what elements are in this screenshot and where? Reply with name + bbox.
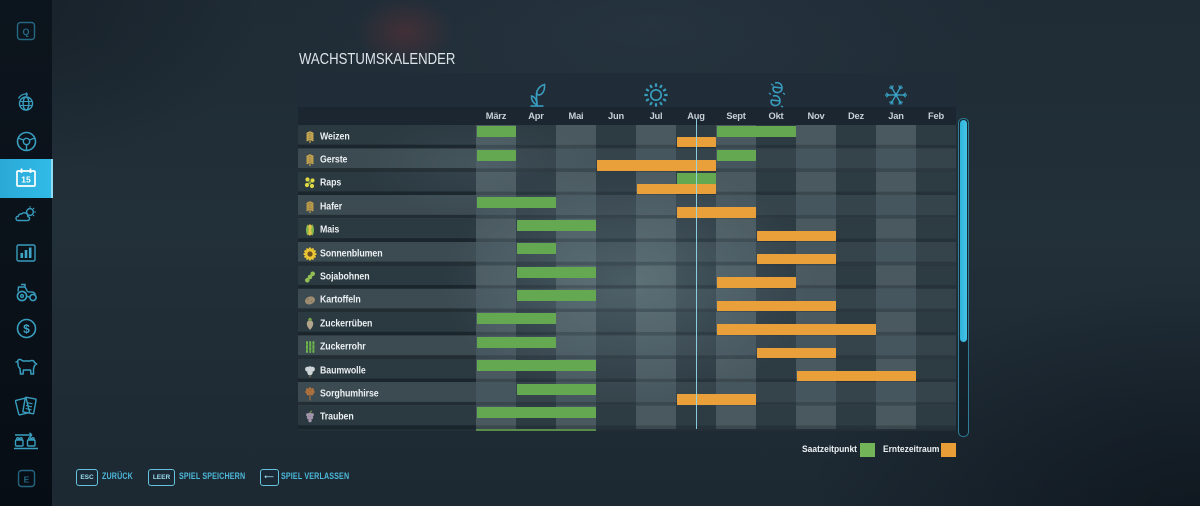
svg-text:15: 15 <box>21 175 31 185</box>
svg-text:E: E <box>23 475 29 485</box>
svg-text:Q: Q <box>22 27 29 37</box>
svg-text:$: $ <box>23 322 30 336</box>
